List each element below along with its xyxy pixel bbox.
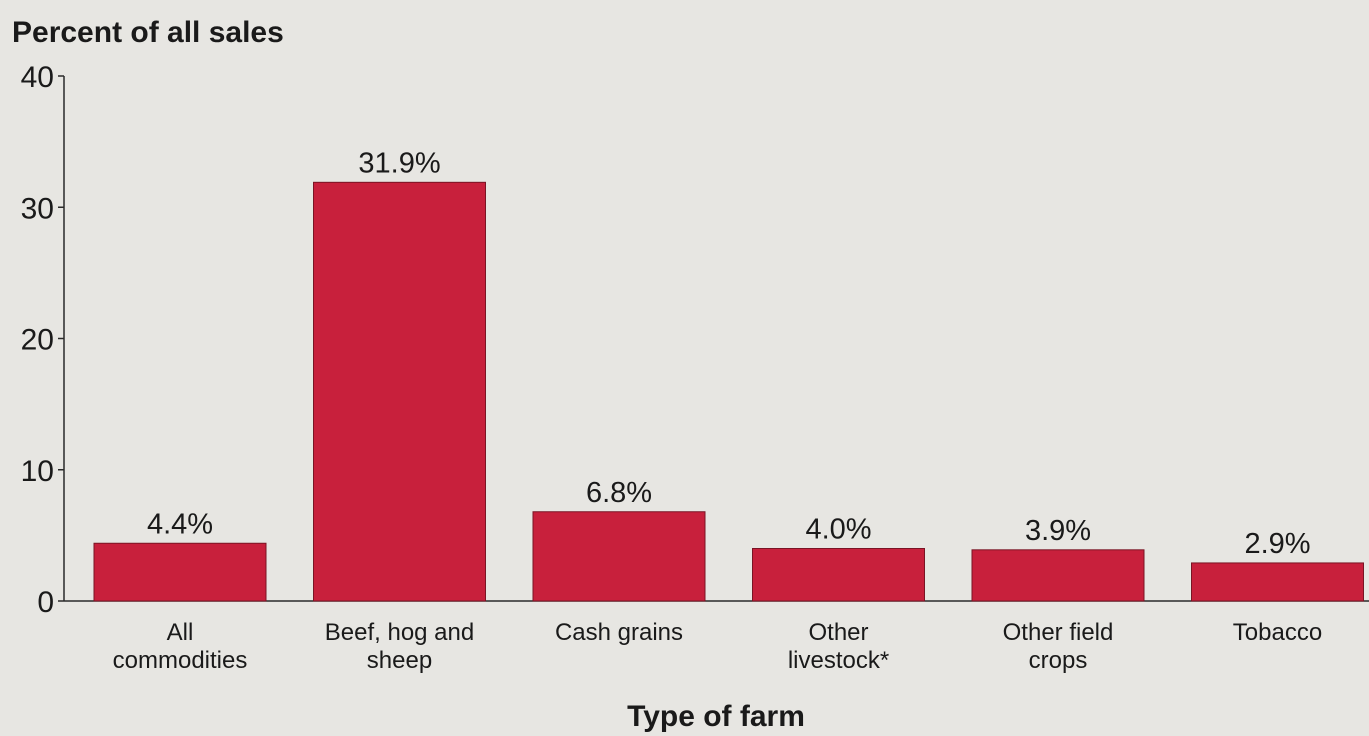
bar-value-label: 4.0% <box>805 514 871 546</box>
bar <box>971 549 1145 602</box>
bar <box>532 511 706 602</box>
x-category-label: crops <box>1029 647 1088 674</box>
y-axis-title: Percent of all sales <box>12 16 284 49</box>
bar-value-label: 2.9% <box>1244 528 1310 560</box>
bar <box>752 548 925 602</box>
y-tick-label: 30 <box>21 192 54 225</box>
x-category-label: Other field <box>1003 619 1114 646</box>
x-category-label: All <box>167 619 194 646</box>
x-category-label: Cash grains <box>555 619 683 646</box>
x-category-label: Beef, hog and <box>325 619 474 646</box>
bars-group <box>93 181 1364 602</box>
bar <box>93 542 267 602</box>
bar-value-label: 31.9% <box>358 147 440 179</box>
x-category-label: sheep <box>367 647 432 674</box>
bar <box>1191 562 1364 602</box>
data-labels-group: 4.4% 31.9% 6.8% 4.0% 3.9% 2.9% <box>147 147 1311 560</box>
x-category-label: Tobacco <box>1233 619 1322 646</box>
x-category-label: commodities <box>113 647 248 674</box>
y-axis-ticks: 0 10 20 30 40 <box>21 61 64 619</box>
bar-value-label: 6.8% <box>586 477 652 509</box>
x-axis-title: Type of farm <box>627 700 805 733</box>
bar-value-label: 3.9% <box>1025 515 1091 547</box>
y-tick-label: 20 <box>21 324 54 357</box>
bar-value-label: 4.4% <box>147 508 213 540</box>
bar <box>313 181 486 602</box>
y-tick-label: 10 <box>21 455 54 488</box>
y-tick-label: 40 <box>21 61 54 94</box>
x-category-label: Other <box>808 619 868 646</box>
y-tick-label: 0 <box>37 586 54 619</box>
x-category-label: livestock* <box>788 647 889 674</box>
